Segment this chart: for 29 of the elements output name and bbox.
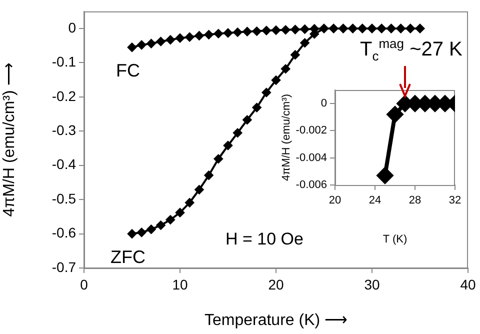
annotation: H = 10 Oe — [225, 230, 304, 249]
y-tick-label: -0.004 — [296, 152, 327, 164]
y-tick-label: -0.3 — [52, 122, 76, 138]
x-tick-label: 10 — [172, 276, 188, 292]
y-axis-title: 4πM/H (emu/cm³) ⟶ — [1, 62, 18, 217]
x-tick-label: 32 — [448, 194, 462, 207]
x-tick-label: 20 — [268, 276, 284, 292]
y-tick-label: -0.6 — [52, 224, 76, 241]
x-axis-title: T (K) — [382, 233, 408, 246]
annotation: T$_{c}$$^{mag}$ ~27 K — [360, 36, 462, 64]
y-tick-label: -0.1 — [52, 54, 76, 70]
x-tick-label: 0 — [80, 276, 88, 292]
x-tick-label: 40 — [460, 276, 476, 292]
x-tick-label: 28 — [408, 194, 422, 207]
y-tick-label: -0.7 — [52, 258, 76, 275]
y-tick-label: -0.5 — [52, 190, 76, 206]
y-tick-label: -0.2 — [52, 88, 76, 104]
x-tick-label: 20 — [328, 194, 342, 207]
x-axis-title: Temperature (K) ⟶ — [204, 312, 348, 329]
series-label: FC — [116, 60, 140, 80]
x-tick-label: 24 — [368, 194, 382, 207]
y-axis-title: 4πM/H (emu/cm³) — [280, 94, 293, 182]
x-tick-label: 30 — [364, 276, 380, 292]
series-label: ZFC — [110, 246, 146, 267]
y-tick-label: -0.4 — [52, 156, 76, 172]
y-tick-label: -0.002 — [296, 124, 327, 137]
y-tick-label: -0.006 — [296, 179, 327, 192]
y-tick-label: 0 — [320, 98, 327, 110]
y-tick-label: 0 — [68, 19, 76, 36]
